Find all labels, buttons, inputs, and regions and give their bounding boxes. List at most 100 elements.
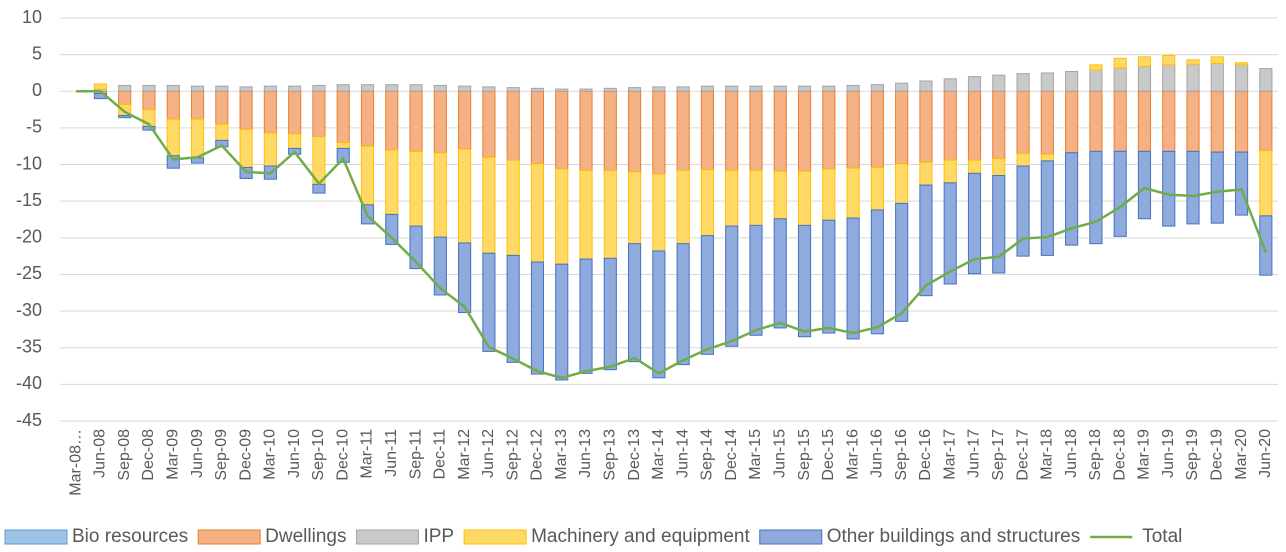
bar-segment [93, 83, 107, 90]
y-tick-label: -40 [16, 373, 42, 393]
x-tick-label: Sep-13 [602, 429, 619, 481]
bar-segment [190, 118, 205, 159]
bar-segment [166, 84, 180, 92]
bar-segment [700, 169, 714, 237]
bar-segment [1235, 62, 1249, 66]
bar-segment [312, 84, 326, 92]
bar-segment [1016, 153, 1030, 167]
bar-segment [530, 90, 545, 165]
bar-segment [725, 90, 739, 171]
x-tick-label: Dec-09 [237, 429, 254, 481]
x-tick-label: Mar-09 [164, 429, 181, 480]
x-tick-label: Dec-15 [820, 429, 837, 481]
bar-segment [749, 224, 763, 336]
bar-segment [166, 90, 180, 120]
x-tick-label: Dec-14 [723, 429, 740, 481]
bar-segment [409, 150, 423, 227]
legend-label: Other buildings and structures [827, 526, 1080, 547]
bar-segment [870, 90, 884, 168]
legend-label: Dwellings [265, 526, 346, 547]
x-tick-label: Jun-19 [1160, 429, 1177, 478]
x-tick-label: Jun-17 [966, 429, 983, 478]
y-tick-label: -20 [16, 227, 42, 247]
bar-segment [1235, 151, 1249, 216]
bar-segment [555, 263, 569, 381]
x-tick-label: Sep-16 [893, 429, 910, 481]
y-tick-label: 10 [22, 7, 42, 27]
bar-segment [1162, 90, 1176, 152]
x-tick-label: Jun-14 [674, 429, 691, 478]
bar-segment [895, 202, 909, 322]
bar-segment [579, 258, 593, 374]
x-tick-label: Dec-10 [334, 429, 351, 481]
bar-segment [725, 85, 739, 92]
x-tick-label: Dec-11 [432, 429, 449, 479]
bar-segment [1016, 165, 1030, 257]
bar-segment [846, 217, 860, 340]
bar-segment [676, 243, 690, 366]
x-tick-label: Dec-08 [140, 429, 157, 481]
bar-segment [628, 243, 642, 363]
bar-segment [1113, 150, 1127, 237]
bar-segment [797, 224, 812, 338]
bar-segment [530, 87, 545, 92]
bar-segment [579, 169, 593, 260]
bar-segment [676, 169, 690, 245]
bar-segment [312, 183, 326, 194]
bar-segment [1259, 90, 1273, 152]
bar-segment [652, 250, 666, 379]
bar-segment [555, 90, 569, 170]
bar-segment [822, 219, 836, 334]
bar-segment [870, 84, 884, 92]
bar-segment [385, 213, 399, 245]
bar-segment [385, 149, 399, 215]
x-tick-label: Jun-15 [771, 429, 788, 478]
bar-segment [1065, 90, 1079, 154]
bar-segment [1016, 90, 1030, 155]
bar-segment [919, 80, 933, 92]
bar-segment [895, 163, 909, 204]
bar-segment [288, 90, 302, 135]
bar-segment [1235, 64, 1249, 92]
bar-segment [1210, 90, 1224, 153]
bar-segment [506, 159, 520, 256]
bar-segment [628, 90, 642, 173]
x-tick-label: Sep-19 [1184, 429, 1201, 481]
bar-segment [846, 90, 860, 169]
x-tick-label: Dec-19 [1209, 429, 1226, 481]
bar-segment [749, 90, 763, 171]
bar-segment [1089, 150, 1103, 245]
x-tick-label: Sep-17 [990, 429, 1007, 481]
bar-segment [1235, 90, 1249, 153]
bar-segment [336, 142, 350, 149]
bar-segment [652, 90, 666, 175]
x-tick-label: Jun-13 [577, 429, 594, 478]
bar-segment [506, 90, 520, 161]
bar-segment [263, 132, 277, 167]
bar-segment [433, 236, 447, 296]
bar-segment [385, 84, 399, 92]
legend-label: Total [1142, 526, 1182, 547]
bar-segment [190, 90, 205, 120]
bar-segment [555, 168, 569, 265]
bar-segment [822, 90, 836, 170]
x-tick-label: Mar-16 [844, 429, 861, 480]
bar-segment [943, 90, 957, 161]
bar-segment [846, 84, 860, 92]
x-tick-label: Sep-10 [310, 429, 327, 481]
bar-segment [1186, 63, 1200, 92]
x-tick-label: Dec-13 [626, 429, 643, 481]
total-line [76, 90, 1268, 380]
bar-segment [1186, 90, 1200, 152]
bar-segment [1113, 57, 1127, 69]
bar-segment [749, 85, 763, 92]
bar-segment [360, 90, 375, 147]
bar-segment [943, 159, 957, 184]
bar-segment [239, 128, 253, 168]
bar-segment [360, 145, 375, 206]
bar-segment [118, 90, 132, 105]
x-tick-label: Jun-11 [383, 429, 400, 477]
bar-segment [992, 74, 1006, 92]
legend-label: Bio resources [72, 526, 188, 547]
x-tick-label: Jun-09 [189, 429, 206, 478]
